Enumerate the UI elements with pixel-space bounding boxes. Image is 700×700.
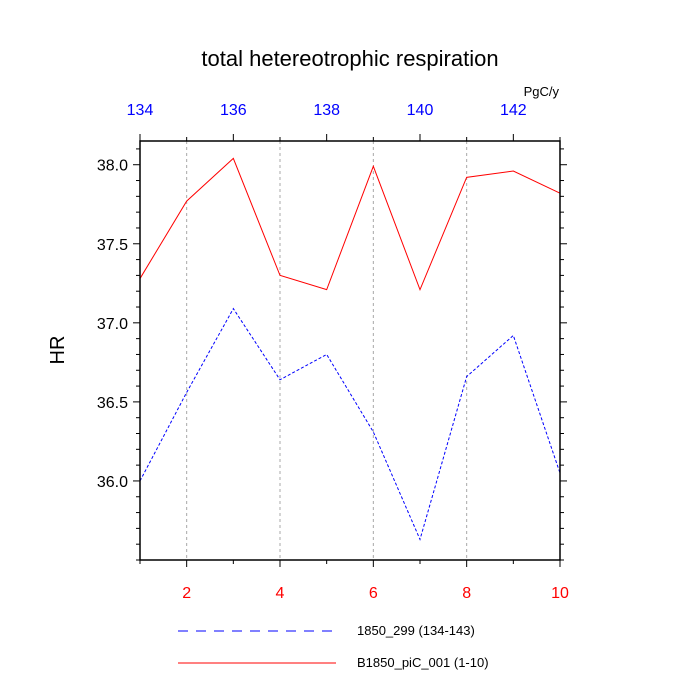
chart-title: total hetereotrophic respiration [201,46,498,71]
legend: 1850_299 (134-143) B1850_piC_001 (1-10) [178,623,489,670]
series-line-red [139,157,561,291]
legend-label: B1850_piC_001 (1-10) [357,655,489,670]
grid [186,141,468,560]
x-tick-label-top: 140 [407,102,434,119]
x-tick-label-top: 136 [220,102,247,119]
y-tick-label: 36.5 [97,395,128,412]
x-tick-label-top: 142 [500,102,527,119]
x-tick-label-bottom: 10 [551,585,569,602]
axes: 36.0 36.5 37.0 37.5 38.0 2 4 6 8 10 134 136 138 140 14… [97,102,569,602]
series-line-blue [139,307,561,541]
units-label: PgC/y [524,84,560,99]
y-tick-label: 37.0 [97,316,128,333]
y-tick-label: 36.0 [97,474,128,491]
y-tick-label: 38.0 [97,158,128,175]
legend-label: 1850_299 (134-143) [357,623,475,638]
plot-frame [139,140,561,561]
y-tick-label: 37.5 [97,237,128,254]
series-layer [139,157,561,541]
x-tick-label-top: 134 [127,102,154,119]
y-axis-label: HR [47,336,69,365]
x-tick-label-bottom: 8 [462,585,471,602]
x-tick-label-bottom: 6 [369,585,378,602]
x-tick-label-top: 138 [313,102,340,119]
x-tick-label-bottom: 4 [276,585,285,602]
x-tick-label-bottom: 2 [182,585,191,602]
